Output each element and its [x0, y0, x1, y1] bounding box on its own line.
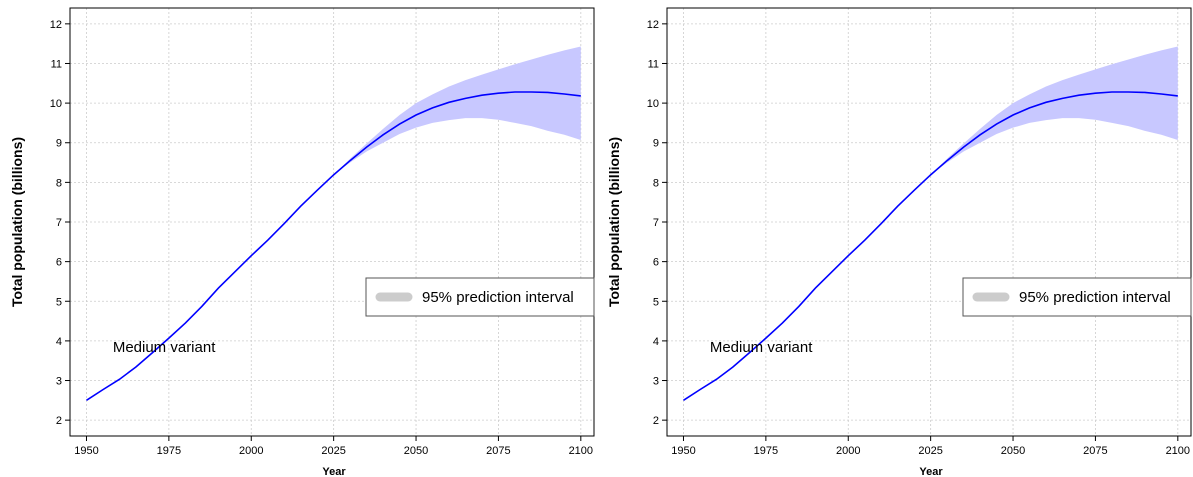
- y-axis-title: Total population (billions): [9, 137, 25, 307]
- prediction-interval-band: [333, 46, 581, 175]
- x-axis-title: Year: [919, 466, 943, 477]
- y-axis-title: Total population (billions): [606, 137, 622, 307]
- y-tick-label: 9: [653, 138, 659, 150]
- y-tick-label: 11: [51, 58, 62, 70]
- y-tick-label: 7: [653, 217, 659, 229]
- legend-entry-label: 95% prediction interval: [1019, 289, 1171, 306]
- x-tick-label: 2000: [239, 445, 263, 457]
- y-tick-label: 4: [56, 336, 62, 348]
- chart-panel-right: 1950 1975 2000 2025 2050 2075 2100 2 3 4 5 6 7 8 9 10 11…: [597, 0, 1193, 477]
- x-tick-label: 2050: [404, 445, 428, 457]
- population-chart-left: 1950 1975 2000 2025 2050 2075 2100 2 3 4 5 6 7 8 9 10 11…: [9, 7, 595, 477]
- y-tick-label: 3: [653, 376, 659, 388]
- y-tick-label: 8: [653, 177, 659, 189]
- y-tick-label: 11: [648, 58, 659, 70]
- y-tick-label: 7: [56, 217, 62, 229]
- x-tick-label: 2075: [486, 445, 510, 457]
- y-tick-label: 9: [56, 138, 62, 150]
- x-tick-label: 1975: [754, 445, 778, 457]
- population-chart-right: 1950 1975 2000 2025 2050 2075 2100 2 3 4 5 6 7 8 9 10 11…: [606, 7, 1192, 477]
- x-tick-label: 1975: [157, 445, 181, 457]
- x-tick-label: 2050: [1001, 445, 1025, 457]
- y-tick-label: 3: [56, 376, 62, 388]
- y-tick-label: 6: [653, 257, 659, 269]
- y-tick-label: 2: [56, 415, 62, 427]
- x-tick-label: 2000: [836, 445, 860, 457]
- y-tick-label: 12: [647, 19, 659, 31]
- medium-variant-line: [683, 91, 1178, 402]
- medium-variant-line: [86, 91, 581, 402]
- medium-variant-annotation: Medium variant: [710, 339, 813, 356]
- x-tick-label: 2025: [321, 445, 345, 457]
- chart-panel-left: 1950 1975 2000 2025 2050 2075 2100 2 3 4 5 6 7 8 9 10 11…: [0, 0, 596, 477]
- prediction-interval-band: [930, 46, 1178, 175]
- x-tick-label: 2025: [918, 445, 942, 457]
- medium-variant-annotation: Medium variant: [113, 339, 216, 356]
- y-tick-label: 12: [50, 19, 62, 31]
- y-tick-label: 6: [56, 257, 62, 269]
- y-tick-label: 10: [50, 98, 62, 110]
- x-tick-label: 1950: [671, 445, 695, 457]
- x-tick-label: 2075: [1083, 445, 1107, 457]
- y-tick-label: 4: [653, 336, 659, 348]
- y-tick-label: 5: [56, 296, 62, 308]
- x-tick-label: 2100: [569, 445, 593, 457]
- y-tick-label: 8: [56, 177, 62, 189]
- x-tick-label: 2100: [1166, 445, 1190, 457]
- y-tick-label: 5: [653, 296, 659, 308]
- y-tick-label: 10: [647, 98, 659, 110]
- y-tick-label: 2: [653, 415, 659, 427]
- x-tick-label: 1950: [74, 445, 98, 457]
- legend-entry-label: 95% prediction interval: [422, 289, 574, 306]
- x-axis-title: Year: [322, 466, 346, 477]
